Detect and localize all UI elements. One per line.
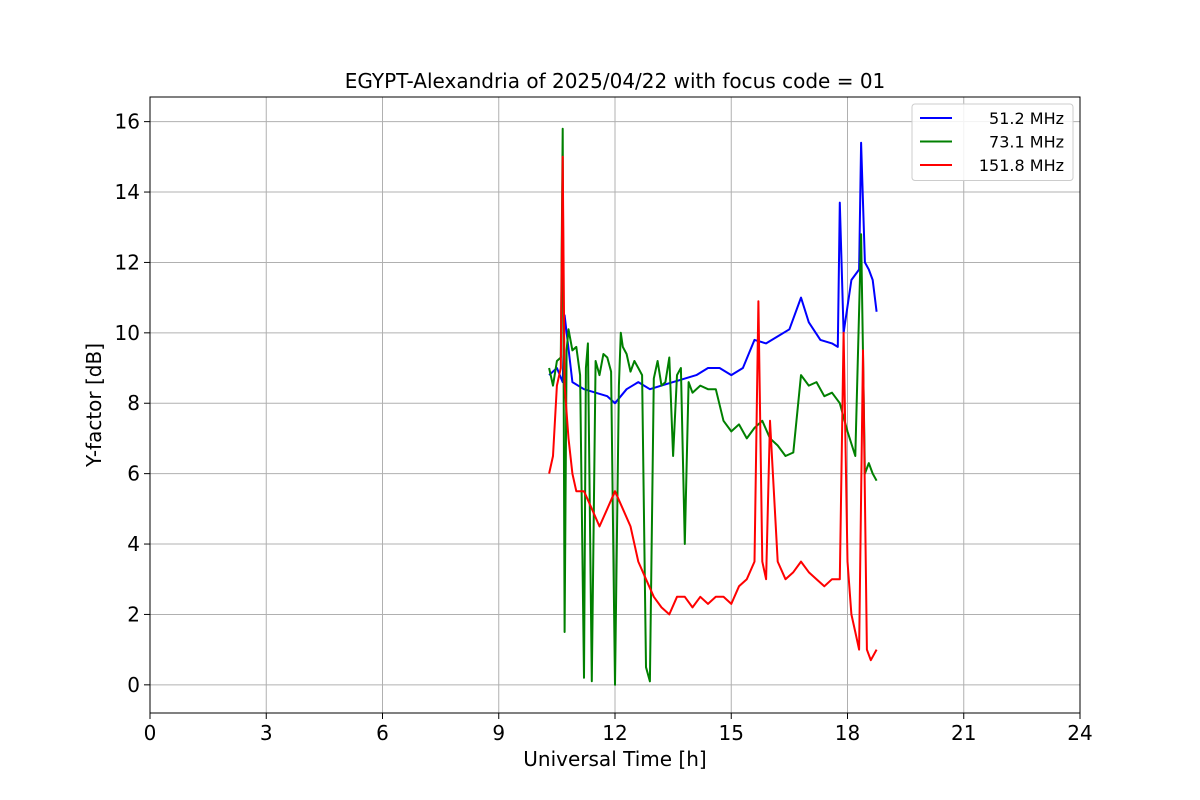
- x-tick-label: 15: [719, 721, 744, 745]
- x-tick-label: 12: [602, 721, 627, 745]
- y-tick-label: 4: [127, 532, 140, 556]
- y-tick-label: 6: [127, 462, 140, 486]
- chart-title: EGYPT-Alexandria of 2025/04/22 with focu…: [345, 69, 886, 93]
- legend-label-2: 151.8 MHz: [979, 156, 1064, 175]
- y-tick-label: 16: [115, 110, 140, 134]
- x-tick-label: 3: [260, 721, 273, 745]
- legend-box: [911, 103, 1074, 181]
- legend-label-1: 73.1 MHz: [989, 133, 1064, 152]
- y-tick-label: 12: [115, 250, 140, 274]
- series-line-1: [548, 127, 878, 686]
- y-axis-label: Y-factor [dB]: [82, 343, 106, 468]
- series-line-0: [548, 141, 878, 405]
- x-tick-label: 0: [144, 721, 157, 745]
- y-tick-label: 2: [127, 602, 140, 626]
- legend-label-0: 51.2 MHz: [989, 109, 1064, 128]
- x-axis-label: Universal Time [h]: [523, 747, 706, 771]
- x-tick-label: 6: [376, 721, 389, 745]
- x-tick-label: 9: [492, 721, 505, 745]
- x-tick-label: 24: [1067, 721, 1092, 745]
- x-tick-label: 18: [835, 721, 860, 745]
- y-tick-label: 10: [115, 321, 140, 345]
- legend: 51.2 MHz 73.1 MHz 151.8 MHz: [911, 103, 1074, 181]
- x-tick-label: 21: [951, 721, 976, 745]
- y-tick-label: 8: [127, 391, 140, 415]
- y-tick-label: 0: [127, 673, 140, 697]
- series-line-2: [548, 155, 878, 662]
- series-layer: [548, 127, 878, 686]
- y-tick-label: 14: [115, 180, 140, 204]
